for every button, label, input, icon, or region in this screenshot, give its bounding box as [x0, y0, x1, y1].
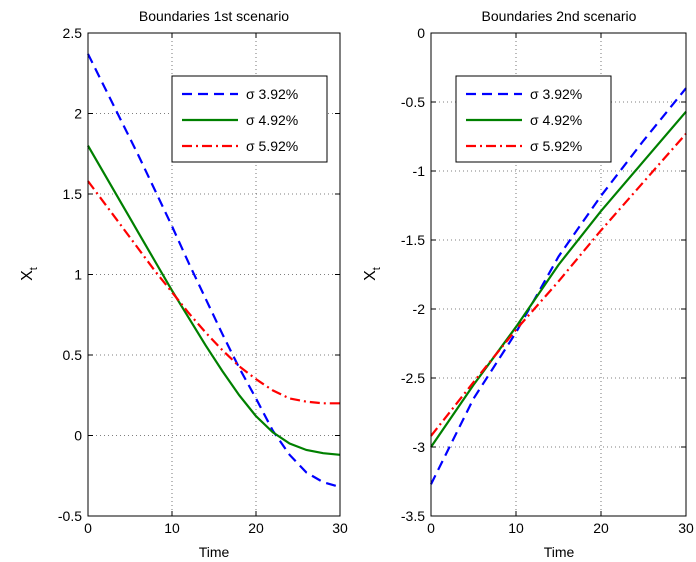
y-axis-label: Xt	[362, 267, 383, 281]
chart-boundaries-1st-scenario: Boundaries 1st scenario Time Xt 0 10 20 30-…	[19, 8, 348, 560]
y-tick-label: -0.5	[401, 94, 425, 110]
y-tick-label: 1	[74, 267, 82, 283]
y-tick-label: -0.5	[58, 508, 82, 524]
legend-label-2: σ 5.92%	[246, 138, 298, 154]
legend-label-1: σ 4.92%	[530, 112, 582, 128]
chart-boundaries-2nd-scenario: Boundaries 2nd scenario Time Xt 0 10 20 30 -…	[362, 8, 694, 560]
x-axis-label: Time	[544, 544, 575, 560]
x-tick-label: 10	[508, 520, 524, 536]
y-tick-label: -1.5	[401, 232, 425, 248]
y-axis-label-subscript: t	[28, 267, 40, 270]
y-tick-label: 0	[417, 25, 425, 41]
y-tick-label: -2.5	[401, 370, 425, 386]
y-tick-label: 1.5	[63, 186, 83, 202]
chart-title: Boundaries 2nd scenario	[482, 8, 637, 24]
x-tick-label: 0	[427, 520, 435, 536]
x-tick-label: 20	[593, 520, 609, 536]
y-tick-label: 0	[74, 428, 82, 444]
y-axis-label: Xt	[19, 267, 40, 281]
x-tick-label: 10	[164, 520, 180, 536]
y-axis-label-main: X	[362, 270, 379, 281]
legend-label-0: σ 3.92%	[530, 86, 582, 102]
legend-label-0: σ 3.92%	[246, 86, 298, 102]
x-tick-label: 20	[248, 520, 264, 536]
legend-label-2: σ 5.92%	[530, 138, 582, 154]
y-tick-label: -3	[413, 439, 426, 455]
y-tick-label: -3.5	[401, 508, 425, 524]
y-tick-label: 0.5	[63, 347, 83, 363]
y-axis-label-subscript: t	[371, 267, 383, 270]
x-tick-label: 30	[678, 520, 694, 536]
legend: σ 3.92% σ 4.92% σ 5.92%	[172, 76, 327, 162]
y-tick-label: 2.5	[63, 25, 83, 41]
y-tick-label: 2	[74, 106, 82, 122]
x-axis-label: Time	[199, 544, 230, 560]
x-tick-label: 0	[84, 520, 92, 536]
y-tick-label: -1	[413, 163, 426, 179]
y-axis-label-main: X	[19, 270, 36, 281]
chart-title: Boundaries 1st scenario	[139, 8, 289, 24]
legend: σ 3.92% σ 4.92% σ 5.92%	[456, 76, 611, 162]
legend-label-1: σ 4.92%	[246, 112, 298, 128]
x-tick-label: 30	[332, 520, 348, 536]
y-tick-label: -2	[413, 301, 426, 317]
